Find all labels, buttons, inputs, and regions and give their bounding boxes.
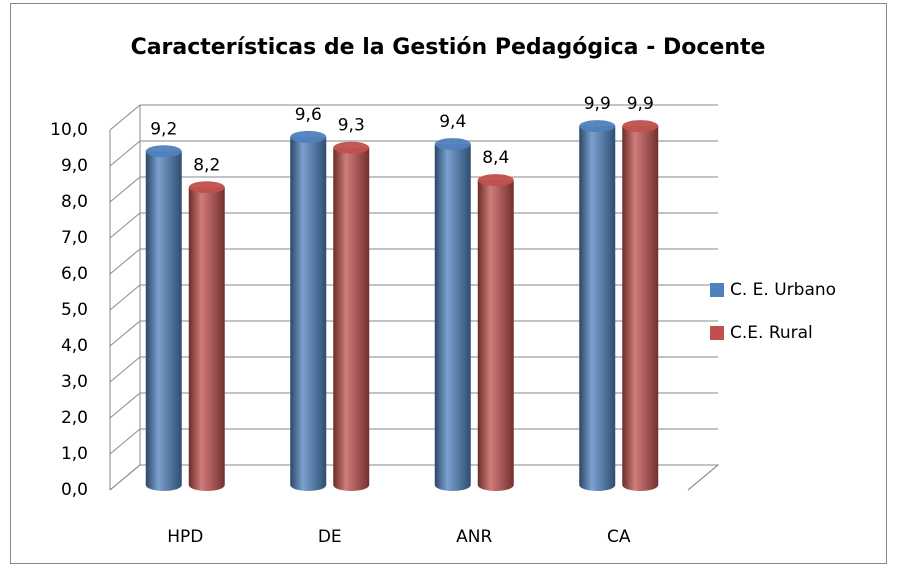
legend-label: C.E. Rural (730, 323, 813, 343)
bar (477, 174, 514, 491)
x-tick-label: HPD (167, 527, 203, 547)
legend-swatch (710, 326, 724, 340)
bar-body (188, 187, 225, 492)
bar (434, 138, 471, 491)
bar-top (477, 174, 514, 187)
grid-line (109, 284, 141, 311)
grid-line (109, 248, 141, 275)
bar-body (622, 126, 659, 491)
data-label: 9,9 (627, 94, 654, 114)
bar-body (579, 126, 616, 491)
grid-line (109, 428, 141, 455)
grid-line (109, 176, 141, 203)
legend-label: C. E. Urbano (730, 280, 836, 300)
bar-top (579, 120, 616, 133)
y-tick-label: 6,0 (61, 264, 88, 284)
data-label: 9,3 (338, 116, 365, 136)
y-tick-label: 8,0 (61, 192, 88, 212)
x-tick-label: DE (318, 527, 342, 547)
bar-body (145, 151, 182, 492)
bar (579, 120, 616, 491)
data-label: 9,2 (150, 119, 177, 139)
bar-top (188, 181, 225, 194)
bar-top (622, 120, 659, 133)
data-label: 9,4 (439, 112, 466, 132)
bar (622, 120, 659, 491)
data-label: 8,2 (193, 155, 220, 175)
data-label: 9,9 (584, 94, 611, 114)
x-tick-label: ANR (456, 527, 492, 547)
x-tick-label: CA (607, 527, 631, 547)
grid-line (109, 140, 141, 167)
legend-swatch (710, 283, 724, 297)
floor-right (687, 464, 719, 491)
bar-body (290, 136, 327, 491)
grid-line (109, 104, 141, 131)
grid-line (109, 212, 141, 239)
bar (188, 181, 225, 492)
y-tick-label: 4,0 (61, 336, 88, 356)
y-tick-label: 9,0 (61, 156, 88, 176)
y-tick-label: 0,0 (61, 480, 88, 500)
y-tick-label: 3,0 (61, 372, 88, 392)
data-label: 9,6 (295, 105, 322, 125)
grid-line (109, 356, 141, 383)
bar (290, 130, 327, 491)
bar-body (434, 144, 471, 491)
y-tick-label: 5,0 (61, 300, 88, 320)
bar-body (333, 147, 370, 491)
grid-line (109, 392, 141, 419)
chart-title: Características de la Gestión Pedagógica… (131, 35, 766, 60)
bar-top (333, 141, 370, 154)
y-tick-label: 10,0 (50, 120, 88, 140)
y-tick-label: 2,0 (61, 408, 88, 428)
bar (333, 141, 370, 491)
grid-line (109, 320, 141, 347)
bar-top (434, 138, 471, 151)
grid-line (109, 464, 141, 491)
bar-top (145, 145, 182, 158)
y-tick-label: 7,0 (61, 228, 88, 248)
data-label: 8,4 (482, 148, 509, 168)
bar-top (290, 130, 327, 143)
bar (145, 145, 182, 492)
bar-body (477, 180, 514, 491)
y-tick-label: 1,0 (61, 444, 88, 464)
